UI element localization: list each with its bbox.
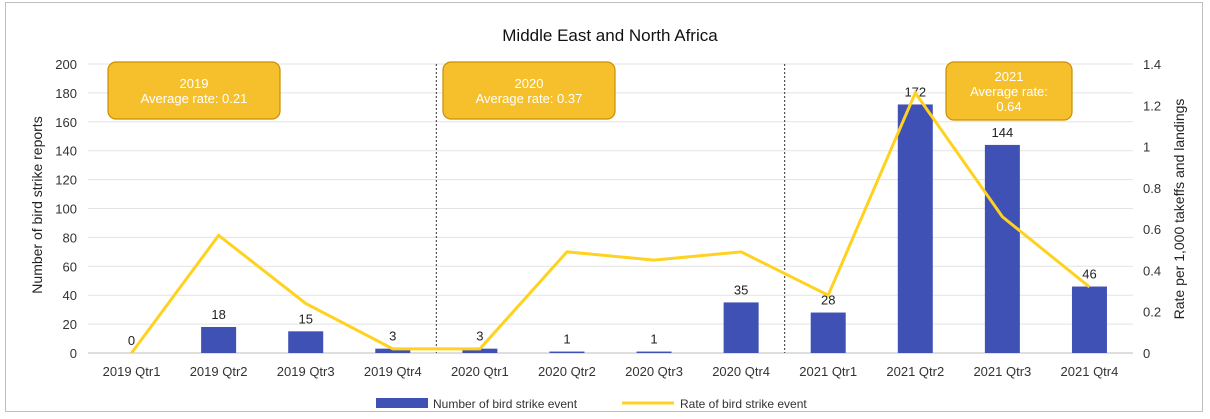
annotation-text: 2020 xyxy=(515,76,544,91)
x-tick-label: 2021 Qtr4 xyxy=(1061,364,1119,379)
annotation-text: Average rate: xyxy=(970,84,1048,99)
x-tick-label: 2021 Qtr3 xyxy=(973,364,1031,379)
x-tick-label: 2019 Qtr2 xyxy=(190,364,248,379)
y2-tick-label: 1.4 xyxy=(1143,57,1161,72)
y2-tick-label: 1.2 xyxy=(1143,98,1161,113)
x-tick-label: 2019 Qtr4 xyxy=(364,364,422,379)
y2-tick-label: 0 xyxy=(1143,346,1150,361)
bar-data-label: 0 xyxy=(128,333,135,348)
bar-data-label: 35 xyxy=(734,282,748,297)
x-tick-label: 2020 Qtr3 xyxy=(625,364,683,379)
bar xyxy=(897,104,933,354)
y-tick-label: 60 xyxy=(63,259,77,274)
bar xyxy=(375,348,411,353)
bar-data-label: 28 xyxy=(821,293,835,308)
y2-tick-label: 0.2 xyxy=(1143,305,1161,320)
bar-series xyxy=(201,104,1107,354)
legend: Number of bird strike event Rate of bird … xyxy=(376,397,807,411)
bar-data-label: 46 xyxy=(1082,267,1096,282)
bar xyxy=(462,348,498,353)
annotation-text: 0.64 xyxy=(996,99,1021,114)
y2-tick-label: 1 xyxy=(1143,140,1150,155)
y-tick-label: 80 xyxy=(63,230,77,245)
y-tick-label: 20 xyxy=(63,317,77,332)
year-dividers xyxy=(435,64,786,353)
y2-axis-ticks: 0 0.2 0.4 0.6 0.8 1 1.2 1.4 xyxy=(1143,57,1161,361)
bar-data-label: 1 xyxy=(650,332,657,347)
y-tick-label: 160 xyxy=(55,115,77,130)
y-tick-label: 40 xyxy=(63,288,77,303)
x-tick-label: 2020 Qtr1 xyxy=(451,364,509,379)
bar xyxy=(549,351,585,353)
bar xyxy=(810,312,846,353)
bar-data-label: 144 xyxy=(992,125,1014,140)
bar xyxy=(723,302,759,353)
y-tick-label: 120 xyxy=(55,173,77,188)
bar-data-label: 18 xyxy=(211,307,225,322)
x-tick-label: 2019 Qtr1 xyxy=(103,364,161,379)
x-axis-ticks: 2019 Qtr1 2019 Qtr2 2019 Qtr3 2019 Qtr4 2020… xyxy=(103,364,1119,379)
annotation-text: 2021 xyxy=(995,69,1024,84)
legend-label-bars: Number of bird strike event xyxy=(433,397,578,411)
annotation-box xyxy=(107,61,281,120)
y2-tick-label: 0.6 xyxy=(1143,222,1161,237)
annotation-box xyxy=(442,61,616,120)
y-tick-label: 140 xyxy=(55,144,77,159)
annotation-box xyxy=(945,61,1073,121)
legend-label-line: Rate of bird strike event xyxy=(680,397,807,411)
y-tick-label: 180 xyxy=(55,86,77,101)
rate-line-series xyxy=(130,89,1091,354)
annotation-text: Average rate: 0.37 xyxy=(476,91,583,106)
chart-title: Middle East and North Africa xyxy=(502,26,718,45)
bar-data-label: 1 xyxy=(563,332,570,347)
y-axis-ticks: 0 20 40 60 80 100 120 140 160 180 200 xyxy=(55,57,77,361)
bar-data-label: 3 xyxy=(476,329,483,344)
bar xyxy=(636,351,672,353)
legend-swatch-bar xyxy=(376,398,428,408)
y2-tick-label: 0.8 xyxy=(1143,181,1161,196)
bar xyxy=(288,331,324,353)
bar xyxy=(201,326,237,353)
y2-axis-label: Rate per 1,000 takeffs and landings xyxy=(1171,99,1187,320)
bar xyxy=(1071,286,1107,353)
y-tick-label: 0 xyxy=(70,346,77,361)
x-tick-label: 2019 Qtr3 xyxy=(277,364,335,379)
x-tick-label: 2021 Qtr2 xyxy=(886,364,944,379)
annotation-text: 2019 xyxy=(180,76,209,91)
y-tick-label: 100 xyxy=(55,202,77,217)
x-tick-label: 2020 Qtr4 xyxy=(712,364,770,379)
x-tick-label: 2021 Qtr1 xyxy=(799,364,857,379)
rate-line xyxy=(130,89,1091,354)
bar-data-label: 3 xyxy=(389,329,396,344)
y2-tick-label: 0.4 xyxy=(1143,263,1161,278)
y-tick-label: 200 xyxy=(55,57,77,72)
bar-data-label: 15 xyxy=(298,311,312,326)
y-axis-label: Number of bird strike reports xyxy=(29,116,45,293)
annotation-text: Average rate: 0.21 xyxy=(141,91,248,106)
bar xyxy=(984,144,1020,353)
x-tick-label: 2020 Qtr2 xyxy=(538,364,596,379)
